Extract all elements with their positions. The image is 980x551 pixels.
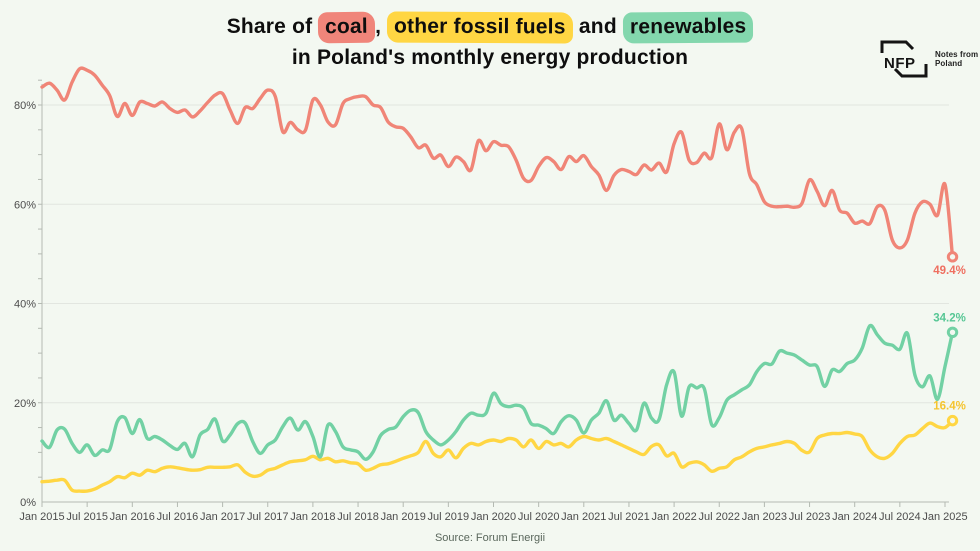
title-text-conjunction: and bbox=[572, 15, 623, 38]
series-end-label-coal: 49.4% bbox=[933, 265, 966, 277]
x-tick-label: Jan 2023 bbox=[742, 511, 787, 523]
chart-title: Share of coal, other fossil fuels and re… bbox=[0, 11, 980, 73]
x-tick-label: Jan 2022 bbox=[651, 511, 696, 523]
logo-abbr: NFP bbox=[884, 55, 916, 72]
series-line-coal bbox=[40, 66, 955, 259]
fossil-fuels-highlight: other fossil fuels bbox=[387, 11, 573, 44]
x-tick-label: Jan 2017 bbox=[200, 511, 245, 523]
x-tick-label: Jan 2021 bbox=[561, 511, 606, 523]
x-tick-label: Jul 2023 bbox=[789, 511, 831, 523]
x-tick-label: Jan 2019 bbox=[381, 511, 426, 523]
logo-tagline: Notes from Poland bbox=[935, 50, 978, 69]
logo-bracket-top-icon bbox=[880, 40, 915, 53]
nfp-logo: NFP Notes from Poland bbox=[878, 36, 978, 82]
x-tick-label: Jul 2016 bbox=[157, 511, 199, 523]
series-line-renewables bbox=[40, 323, 955, 461]
x-tick-label: Jul 2018 bbox=[337, 511, 379, 523]
y-tick-label: 40% bbox=[14, 299, 36, 311]
series-endpoint-renewables bbox=[946, 326, 959, 338]
series-end-label-renewables: 34.2% bbox=[933, 312, 966, 324]
x-tick-label: Jul 2015 bbox=[66, 511, 108, 523]
x-tick-label: Jul 2019 bbox=[428, 511, 470, 523]
nfp-logo-mark: NFP bbox=[880, 40, 928, 78]
gridlines: 0% 20% 40% 60% 80% bbox=[14, 79, 949, 509]
renewables-highlight: renewables bbox=[622, 11, 754, 44]
y-tick-label: 20% bbox=[14, 398, 36, 410]
series-endpoint-other-fossil-fuels bbox=[946, 414, 959, 427]
y-tick-label: 80% bbox=[14, 100, 36, 112]
x-tick-label: Jan 2025 bbox=[922, 511, 967, 523]
x-tick-label: Jan 2015 bbox=[19, 511, 64, 523]
x-tick-label: Jul 2022 bbox=[698, 511, 740, 523]
series-end-label-other-fossil-fuels: 16.4% bbox=[933, 401, 966, 413]
logo-tagline-line2: Poland bbox=[935, 59, 963, 68]
series-line-other-fossil-fuels bbox=[40, 418, 955, 493]
x-tick-label: Jul 2021 bbox=[608, 511, 650, 523]
logo-bracket-bottom-icon bbox=[893, 64, 928, 78]
title-text-separator: , bbox=[375, 15, 388, 38]
x-tick-label: Jan 2020 bbox=[471, 511, 516, 523]
x-tick-label: Jul 2024 bbox=[879, 511, 921, 523]
y-tick-label: 60% bbox=[14, 199, 36, 211]
series-endpoint-coal bbox=[946, 251, 959, 263]
x-tick-label: Jul 2020 bbox=[518, 511, 560, 523]
x-tick-label: Jan 2016 bbox=[110, 511, 155, 523]
x-tick-label: Jan 2024 bbox=[832, 511, 877, 523]
x-tick-label: Jul 2017 bbox=[247, 511, 289, 523]
logo-tagline-line1: Notes from bbox=[935, 49, 979, 59]
title-text-prefix: Share of bbox=[226, 15, 319, 38]
title-line-2: in Poland's monthly energy production bbox=[291, 46, 689, 69]
x-tick-label: Jan 2018 bbox=[290, 511, 335, 523]
source-note: Source: Forum Energii bbox=[434, 532, 546, 544]
y-tick-label: 0% bbox=[20, 497, 36, 509]
title-line-1: Share of coal, other fossil fuels and re… bbox=[0, 11, 980, 44]
x-axis-labels: Jan 2015 Jul 2015 Jan 2016 Jul 2016 Jan 2017… bbox=[19, 502, 968, 523]
coal-highlight: coal bbox=[318, 11, 376, 44]
